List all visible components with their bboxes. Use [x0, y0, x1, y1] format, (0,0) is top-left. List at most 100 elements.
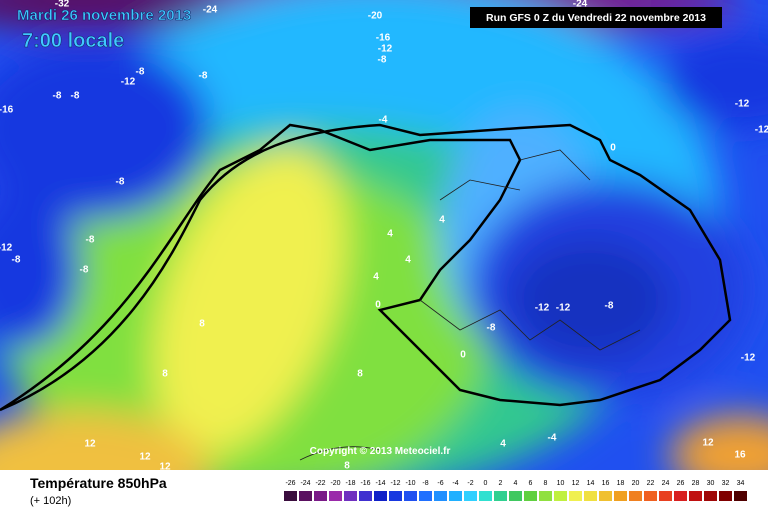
- scale-label: 20: [632, 480, 640, 487]
- contour-label: -4: [379, 115, 388, 126]
- contour-label: 12: [159, 462, 171, 473]
- contour-label: -12: [755, 125, 768, 136]
- contour-label: -24: [573, 0, 588, 10]
- scale-swatch: [479, 491, 492, 501]
- scale-label: 0: [484, 480, 488, 487]
- scale-swatch: [569, 491, 582, 501]
- scale-swatch: [314, 491, 327, 501]
- contour-label: 0: [460, 350, 466, 361]
- contour-label: -12: [741, 353, 756, 364]
- scale-label: 2: [499, 480, 503, 487]
- copyright: Copyright © 2013 Meteociel.fr: [310, 446, 451, 457]
- scale-label: 18: [617, 480, 625, 487]
- scale-label: 26: [677, 480, 685, 487]
- scale-label: 4: [514, 480, 518, 487]
- scale-label: -10: [405, 480, 415, 487]
- contour-label: -12: [0, 243, 13, 254]
- contour-label: 12: [139, 452, 151, 463]
- contour-label: -8: [80, 265, 89, 276]
- footer-title: Température 850hPa: [30, 475, 167, 491]
- contour-label: -4: [548, 433, 557, 444]
- scale-label: 8: [544, 480, 548, 487]
- contour-label: -8: [71, 91, 80, 102]
- contour-label: -32: [55, 0, 70, 10]
- scale-swatch: [434, 491, 447, 501]
- scale-label: -2: [467, 480, 473, 487]
- contour-label: -12: [535, 303, 550, 314]
- contour-label: -24: [203, 5, 218, 16]
- contour-label: 4: [387, 229, 393, 240]
- contour-label: 4: [500, 439, 506, 450]
- scale-swatch: [419, 491, 432, 501]
- scale-label: -6: [437, 480, 443, 487]
- scale-label: 10: [557, 480, 565, 487]
- contour-label: 8: [357, 369, 363, 380]
- scale-label: -14: [375, 480, 385, 487]
- scale-swatch: [599, 491, 612, 501]
- scale-swatch: [389, 491, 402, 501]
- scale-swatch: [464, 491, 477, 501]
- scale-swatch: [629, 491, 642, 501]
- contour-label: 8: [162, 369, 168, 380]
- scale-swatch: [644, 491, 657, 501]
- contour-label: 8: [199, 319, 205, 330]
- contour-label: 16: [734, 450, 746, 461]
- scale-label: 16: [602, 480, 610, 487]
- contour-label: -8: [199, 71, 208, 82]
- scale-swatch: [659, 491, 672, 501]
- scale-swatch: [704, 491, 717, 501]
- contour-label: -12: [378, 44, 393, 55]
- scale-label: -20: [330, 480, 340, 487]
- contour-label: -8: [53, 91, 62, 102]
- scale-swatch: [449, 491, 462, 501]
- contour-label: -12: [735, 99, 750, 110]
- contour-label: -16: [0, 105, 14, 116]
- scale-swatch: [284, 491, 297, 501]
- contour-label: -12: [121, 77, 136, 88]
- scale-label: -22: [315, 480, 325, 487]
- scale-label: -18: [345, 480, 355, 487]
- contour-label: -20: [368, 11, 383, 22]
- scale-swatch: [524, 491, 537, 501]
- run-box: [470, 7, 722, 28]
- contour-label: 4: [405, 255, 411, 266]
- contour-label: -8: [86, 235, 95, 246]
- scale-swatch: [374, 491, 387, 501]
- contour-label: 12: [702, 438, 714, 449]
- scale-swatch: [404, 491, 417, 501]
- scale-swatch: [509, 491, 522, 501]
- map-date: Mardi 26 novembre 2013: [17, 7, 191, 24]
- contour-label: -8: [605, 301, 614, 312]
- contour-label: -8: [136, 67, 145, 78]
- scale-label: 6: [529, 480, 533, 487]
- scale-label: -16: [360, 480, 370, 487]
- contour-label: 12: [84, 439, 96, 450]
- scale-swatch: [359, 491, 372, 501]
- scale-swatch: [689, 491, 702, 501]
- contour-label: -8: [487, 323, 496, 334]
- scale-swatch: [329, 491, 342, 501]
- contour-label: -12: [556, 303, 571, 314]
- contour-label: -8: [378, 55, 387, 66]
- contour-label: 4: [439, 215, 445, 226]
- contour-label: 0: [375, 300, 381, 311]
- scale-swatch: [299, 491, 312, 501]
- scale-label: 22: [647, 480, 655, 487]
- scale-swatch: [719, 491, 732, 501]
- scale-label: 34: [737, 480, 745, 487]
- scale-label: 12: [572, 480, 580, 487]
- scale-label: -24: [300, 480, 310, 487]
- color-scale: -26 -24 -22 -20 -18 -16 -14 -12 -10 -8 -6 -4 -2 0 2 4 6 8…: [284, 480, 747, 501]
- scale-label: 24: [662, 480, 670, 487]
- scale-swatch: [554, 491, 567, 501]
- map-time: 7:00 locale: [22, 30, 124, 52]
- scale-label: -8: [422, 480, 428, 487]
- scale-label: -12: [390, 480, 400, 487]
- contour-labels: -32-24-24-20-16-12-8-8-12-8-8 -8-16-4-12-…: [0, 0, 768, 473]
- scale-swatch: [674, 491, 687, 501]
- scale-label: 28: [692, 480, 700, 487]
- contour-label: 4: [373, 272, 379, 283]
- scale-label: -26: [285, 480, 295, 487]
- scale-swatch: [584, 491, 597, 501]
